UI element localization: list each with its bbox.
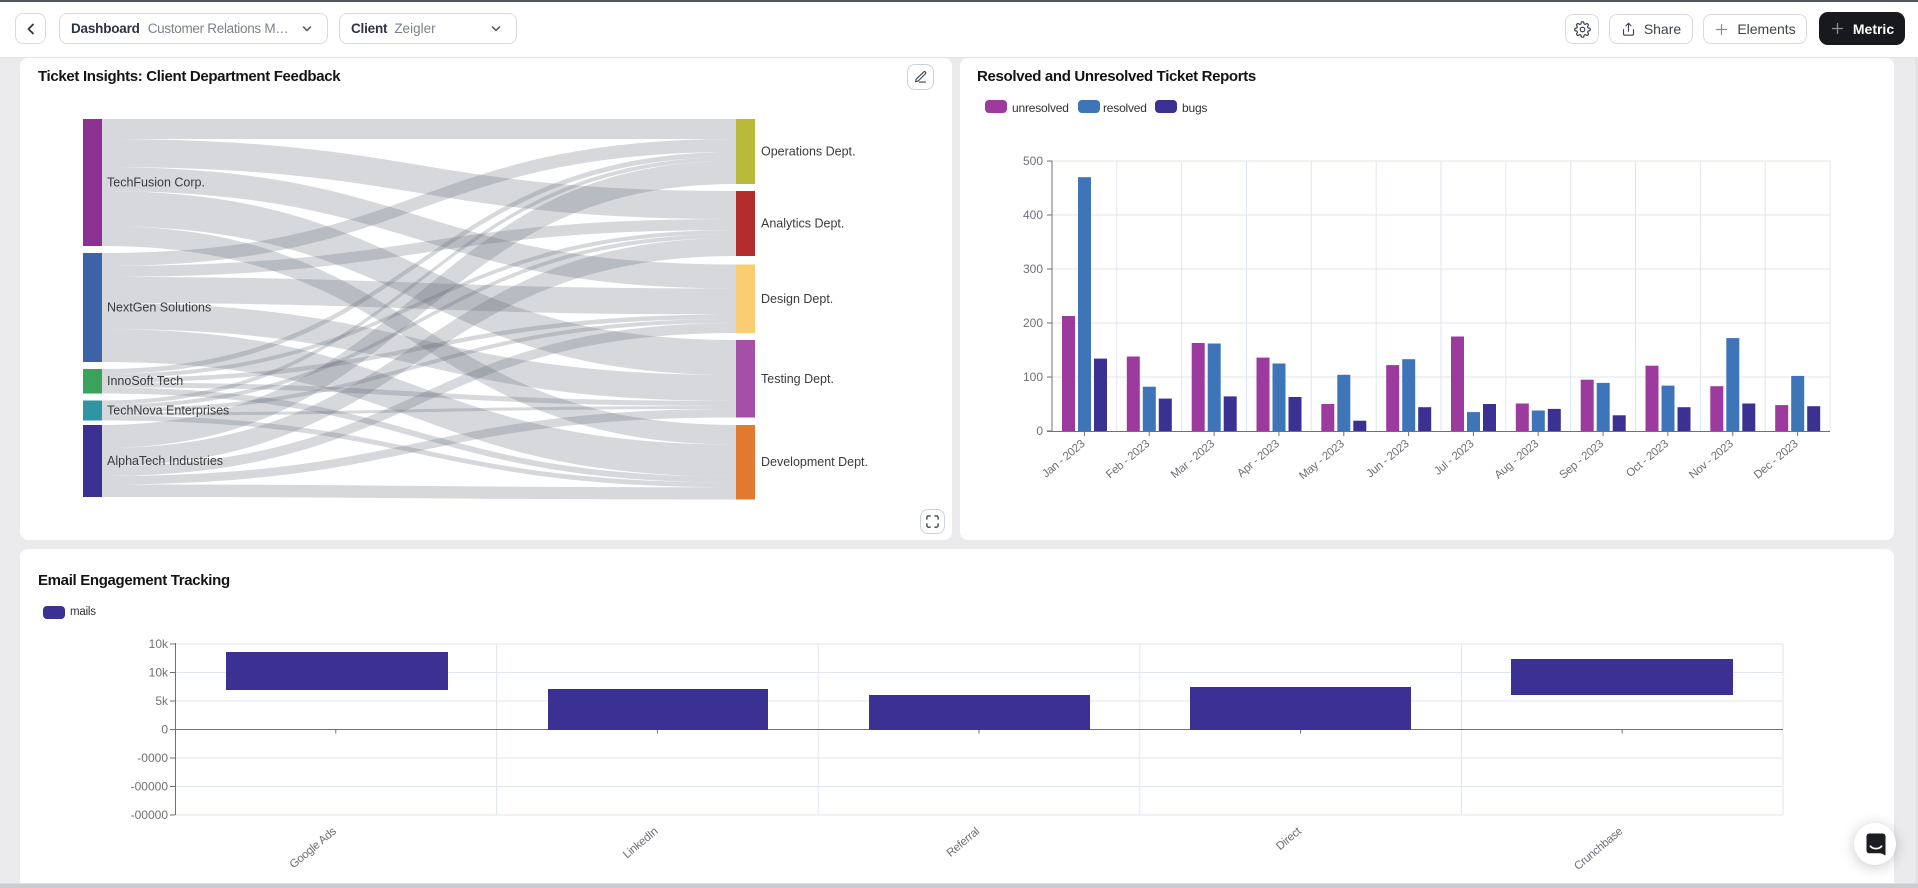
svg-text:Mar - 2023: Mar - 2023 bbox=[1169, 438, 1217, 481]
svg-text:Google Ads: Google Ads bbox=[288, 825, 339, 871]
svg-text:Oct - 2023: Oct - 2023 bbox=[1624, 438, 1671, 480]
svg-text:10k: 10k bbox=[149, 637, 169, 651]
svg-text:200: 200 bbox=[1023, 316, 1043, 330]
svg-text:-00000: -00000 bbox=[131, 780, 169, 794]
svg-text:Jun - 2023: Jun - 2023 bbox=[1364, 438, 1411, 480]
svg-text:5k: 5k bbox=[155, 694, 169, 708]
svg-text:LinkedIn: LinkedIn bbox=[621, 826, 660, 862]
svg-text:Direct: Direct bbox=[1274, 825, 1304, 853]
svg-text:Referral: Referral bbox=[945, 826, 982, 860]
svg-text:May - 2023: May - 2023 bbox=[1297, 438, 1346, 482]
svg-text:Jan - 2023: Jan - 2023 bbox=[1040, 438, 1087, 480]
svg-text:Operations Dept.: Operations Dept. bbox=[761, 145, 856, 159]
svg-text:-0000: -0000 bbox=[137, 751, 168, 765]
svg-text:Crunchbase: Crunchbase bbox=[1572, 826, 1625, 873]
svg-text:0: 0 bbox=[161, 723, 168, 737]
svg-text:10k: 10k bbox=[149, 666, 169, 680]
svg-text:0: 0 bbox=[1036, 424, 1043, 438]
svg-text:Analytics Dept.: Analytics Dept. bbox=[761, 217, 844, 231]
svg-text:300: 300 bbox=[1023, 262, 1043, 276]
svg-text:TechNova Enterprises: TechNova Enterprises bbox=[107, 404, 229, 418]
svg-text:Dec - 2023: Dec - 2023 bbox=[1752, 438, 1801, 481]
svg-text:Sep - 2023: Sep - 2023 bbox=[1558, 438, 1607, 481]
svg-text:Aug - 2023: Aug - 2023 bbox=[1493, 438, 1542, 481]
svg-text:100: 100 bbox=[1023, 370, 1043, 384]
svg-text:TechFusion Corp.: TechFusion Corp. bbox=[107, 176, 205, 190]
svg-text:AlphaTech Industries: AlphaTech Industries bbox=[107, 454, 223, 468]
svg-text:Development Dept.: Development Dept. bbox=[761, 455, 868, 469]
svg-text:Design Dept.: Design Dept. bbox=[761, 292, 833, 306]
svg-text:500: 500 bbox=[1023, 154, 1043, 168]
svg-text:Jul - 2023: Jul - 2023 bbox=[1432, 438, 1476, 478]
svg-text:Apr - 2023: Apr - 2023 bbox=[1235, 438, 1282, 480]
svg-text:InnoSoft Tech: InnoSoft Tech bbox=[107, 374, 183, 388]
svg-text:Feb - 2023: Feb - 2023 bbox=[1104, 438, 1152, 481]
svg-text:-00000: -00000 bbox=[131, 808, 169, 822]
svg-text:Nov - 2023: Nov - 2023 bbox=[1687, 438, 1736, 481]
svg-text:Testing Dept.: Testing Dept. bbox=[761, 372, 834, 386]
svg-text:NextGen Solutions: NextGen Solutions bbox=[107, 301, 211, 315]
svg-text:400: 400 bbox=[1023, 208, 1043, 222]
